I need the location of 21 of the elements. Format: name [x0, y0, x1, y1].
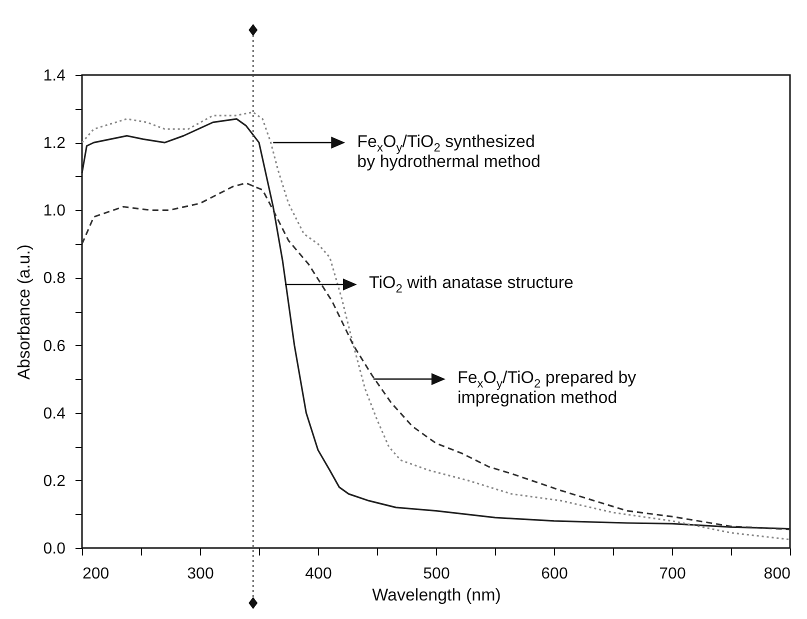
x-tick-label: 300 [187, 566, 214, 582]
y-axis-title: Absorbance (a.u.) [14, 244, 34, 380]
x-tick-label: 600 [541, 566, 568, 582]
y-tick-label: 1.2 [43, 135, 66, 152]
annotation: Fe$_{x}$O$_{y}$/TiO$_{2}$ prepared by impregnation method [457, 368, 638, 408]
x-tick-label: 200 [82, 566, 110, 582]
line-series [81, 182, 791, 530]
annotation: TiO$_{2}$ with anatase structure [368, 273, 574, 296]
y-tick-label: 0.8 [43, 270, 66, 288]
y-tick-label: 0.6 [43, 338, 66, 355]
x-axis-title: Wavelength (nm) [372, 586, 501, 604]
x-tick-label: 500 [423, 566, 450, 582]
x-tick-label: 400 [305, 566, 332, 582]
x-tick-label: 700 [659, 566, 686, 582]
annotation: Fe$_{x}$O$_{y}$/TiO$_{2}$ synthesized by hydrothermal method [357, 132, 542, 172]
y-tick-label: 0.2 [43, 472, 66, 490]
y-tick-label: 0.4 [43, 405, 66, 422]
y-tick-label: 1.0 [43, 202, 66, 220]
y-tick-label: 0.0 [43, 540, 66, 558]
x-tick-label: 800 [764, 566, 791, 582]
y-tick-label: 1.4 [43, 68, 66, 84]
